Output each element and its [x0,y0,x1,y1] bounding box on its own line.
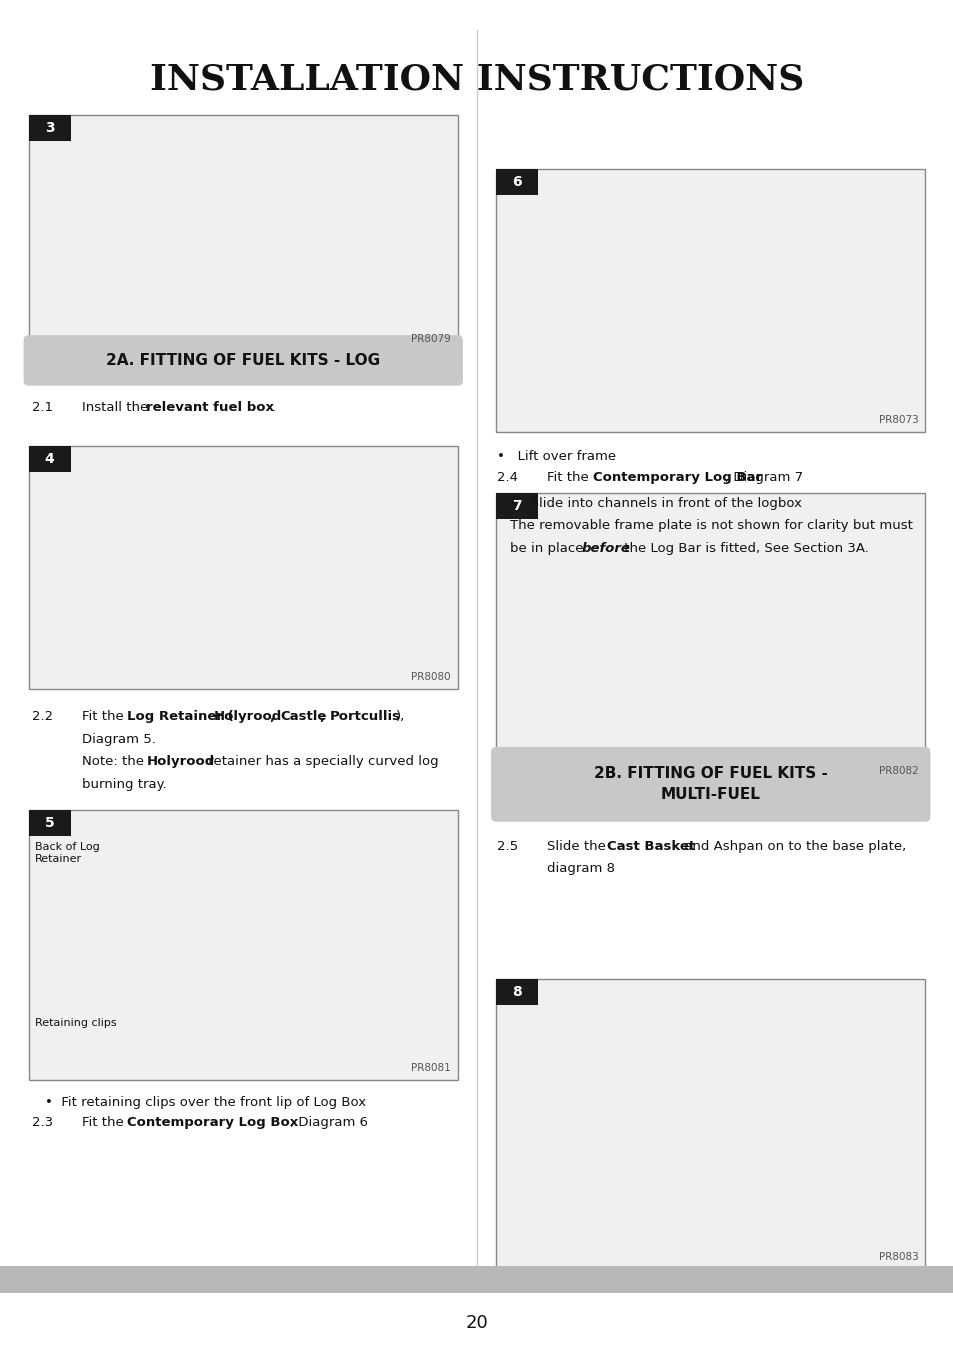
Text: Back of Log
Retainer: Back of Log Retainer [35,842,100,864]
Bar [496,169,537,194]
Bar [496,979,924,1269]
Text: 3: 3 [45,120,54,135]
Text: PR8079: PR8079 [411,333,451,344]
Bar [29,810,71,836]
Text: Contemporary Log Box: Contemporary Log Box [127,1116,298,1130]
Text: Install the: Install the [82,401,152,414]
Text: PR8073: PR8073 [878,414,918,425]
Text: 2.4: 2.4 [497,471,517,485]
Text: 2.2: 2.2 [32,710,53,724]
Text: 2B. FITTING OF FUEL KITS -
MULTI-FUEL: 2B. FITTING OF FUEL KITS - MULTI-FUEL [593,767,827,802]
Bar [29,446,71,471]
FancyBboxPatch shape [491,747,929,822]
Bar [0,1266,953,1293]
Text: ,: , [319,710,330,724]
Bar [29,446,457,688]
Bar [496,979,537,1004]
Bar [496,493,924,783]
Text: Fit the: Fit the [546,471,593,485]
Text: Retaining clips: Retaining clips [35,1018,116,1027]
Text: Diagram 5.: Diagram 5. [82,733,155,745]
Text: Holyrood: Holyrood [213,710,282,724]
Text: 2A. FITTING OF FUEL KITS - LOG: 2A. FITTING OF FUEL KITS - LOG [106,352,380,369]
Text: 2.5: 2.5 [497,840,517,853]
Text: •  Fit retaining clips over the front lip of Log Box: • Fit retaining clips over the front lip… [45,1096,366,1110]
Text: relevant fuel box: relevant fuel box [146,401,274,414]
Text: The removable frame plate is not shown for clarity but must: The removable frame plate is not shown f… [510,520,912,532]
FancyBboxPatch shape [24,335,462,386]
Text: the Log Bar is fitted, See Section 3A.: the Log Bar is fitted, See Section 3A. [619,541,868,555]
Text: 5: 5 [45,815,54,830]
Text: burning tray.: burning tray. [82,778,167,791]
Text: be in place: be in place [510,541,587,555]
Text: , Diagram 6: , Diagram 6 [290,1116,368,1130]
Bar [496,169,924,432]
Text: diagram 8: diagram 8 [546,863,615,875]
Text: 6: 6 [512,174,521,189]
Bar [496,493,537,518]
Text: 4: 4 [45,451,54,466]
Bar [29,115,71,140]
Text: 7: 7 [512,498,521,513]
Text: Fit the: Fit the [82,710,128,724]
Text: , Diagram 7: , Diagram 7 [724,471,802,485]
Text: and Ashpan on to the base plate,: and Ashpan on to the base plate, [679,840,905,853]
Text: Log Retainer (: Log Retainer ( [127,710,233,724]
Text: 2.3: 2.3 [32,1116,53,1130]
Text: retainer has a specially curved log: retainer has a specially curved log [204,755,438,768]
Text: Castle: Castle [280,710,326,724]
Bar [29,115,457,351]
Text: Note: the: Note: the [82,755,148,768]
Text: Slide the: Slide the [546,840,610,853]
Bar [29,810,457,1080]
Text: 8: 8 [512,984,521,999]
Text: ),: ), [395,710,405,724]
Text: ,: , [270,710,279,724]
Text: PR8080: PR8080 [411,671,451,682]
Text: INSTALLATION INSTRUCTIONS: INSTALLATION INSTRUCTIONS [150,63,803,97]
Text: Contemporary Log Bar: Contemporary Log Bar [593,471,761,485]
Text: .: . [272,401,275,414]
Text: PR8081: PR8081 [411,1062,451,1073]
Text: •   Slide into channels in front of the logbox: • Slide into channels in front of the lo… [510,497,801,510]
Text: Portcullis: Portcullis [330,710,400,724]
Text: Holyrood: Holyrood [147,755,215,768]
Text: Fit the: Fit the [82,1116,128,1130]
Text: Cast Basket: Cast Basket [606,840,695,853]
Text: •   Lift over frame: • Lift over frame [497,450,616,463]
Text: 2.1: 2.1 [32,401,53,414]
Text: PR8083: PR8083 [878,1251,918,1262]
Text: PR8082: PR8082 [878,765,918,776]
Text: before: before [581,541,630,555]
Text: 20: 20 [465,1314,488,1332]
